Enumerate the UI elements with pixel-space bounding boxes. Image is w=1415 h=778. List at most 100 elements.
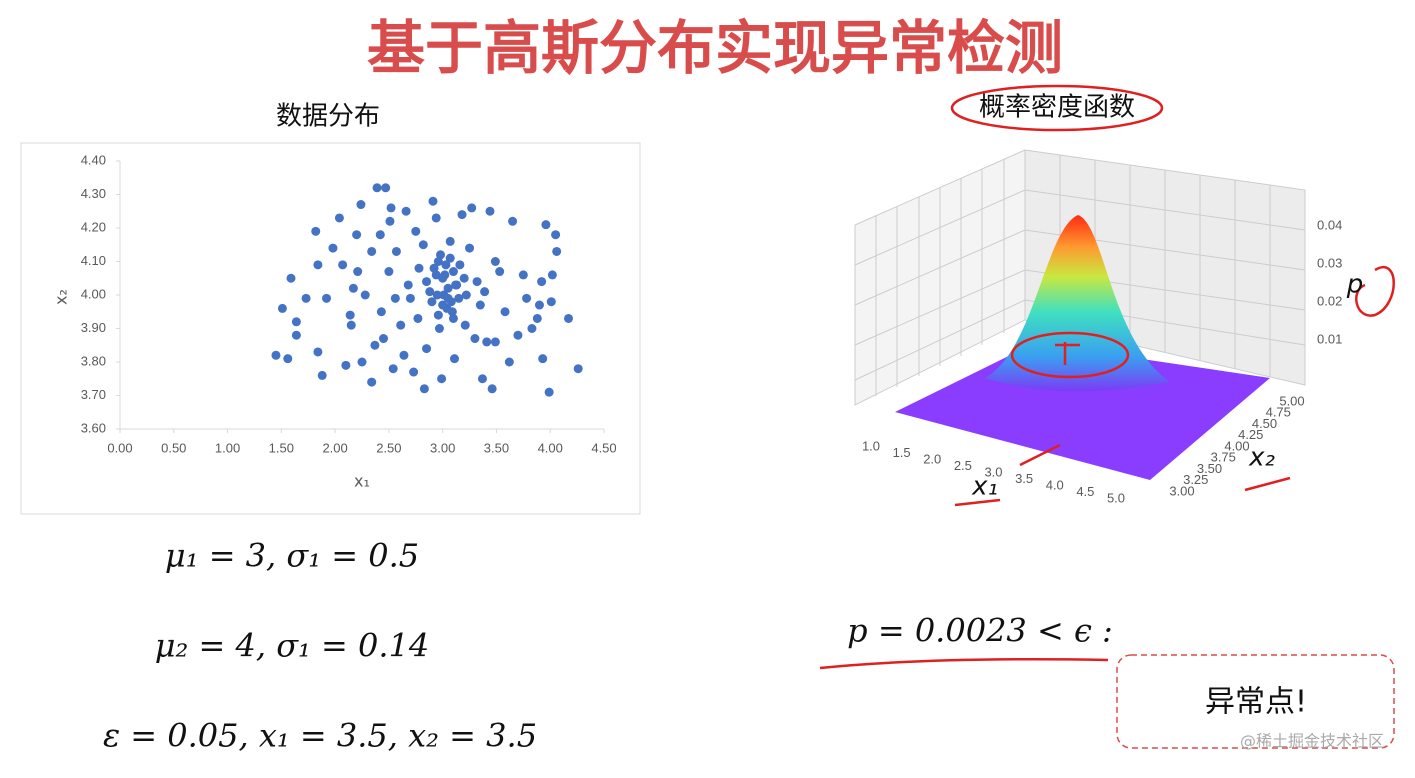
point <box>379 334 389 344</box>
chart-title: 概率密度函数 <box>979 93 1135 123</box>
point <box>551 230 561 240</box>
x-tick-label: 1.0 <box>862 438 880 453</box>
x-tick-label: 2.0 <box>923 451 941 466</box>
point <box>375 230 385 240</box>
point <box>334 213 344 223</box>
y-tick-label: 4.00 <box>81 286 106 301</box>
y-tick-label: 3.50 <box>1197 461 1222 476</box>
x-tick-label: 5.0 <box>1107 490 1125 505</box>
point <box>386 203 396 213</box>
point <box>445 253 455 263</box>
point <box>442 303 452 313</box>
point <box>467 203 477 213</box>
y-tick-label: 4.50 <box>1252 416 1277 431</box>
point <box>490 337 500 347</box>
x-axis-label: x₁ <box>971 472 998 502</box>
chart-title: 数据分布 <box>276 102 380 132</box>
point <box>419 384 429 394</box>
point <box>381 183 391 193</box>
point <box>385 216 395 226</box>
z-tick-label: 0.03 <box>1317 255 1342 270</box>
z-tick-label: 0.04 <box>1317 217 1342 232</box>
point <box>547 270 557 280</box>
point <box>346 320 356 330</box>
point <box>311 226 321 236</box>
point <box>441 260 451 270</box>
point <box>532 313 542 323</box>
point <box>477 374 487 384</box>
point <box>495 267 505 277</box>
point <box>414 263 424 273</box>
point <box>470 334 480 344</box>
point <box>527 324 537 333</box>
point <box>487 384 497 394</box>
x-tick-label: 0.50 <box>161 440 186 455</box>
point <box>353 267 363 277</box>
point <box>367 246 377 256</box>
point <box>370 340 380 350</box>
point <box>396 320 406 330</box>
point <box>522 293 532 303</box>
point <box>348 283 358 293</box>
point <box>271 350 281 360</box>
point <box>399 350 409 360</box>
point <box>425 287 435 297</box>
y-tick-label: 5.00 <box>1279 393 1304 408</box>
point <box>357 357 367 367</box>
point <box>376 307 386 317</box>
y-tick-label: 4.25 <box>1238 427 1263 442</box>
point <box>422 277 432 287</box>
x-axis-label: x₁ <box>354 472 370 491</box>
y-tick-label: 3.60 <box>81 420 106 435</box>
point <box>384 267 394 277</box>
result-label: 异常点! <box>1205 685 1307 720</box>
result-box <box>1116 654 1395 749</box>
point <box>338 260 348 270</box>
x-tick-label: 1.00 <box>215 440 240 455</box>
point <box>538 354 548 364</box>
result-formula: p = 0.0023 < ϵ : <box>847 612 1113 650</box>
point <box>356 200 366 210</box>
point <box>573 364 583 374</box>
point <box>439 290 449 300</box>
x-tick-label: 2.00 <box>322 440 347 455</box>
y-tick-label: 4.10 <box>81 253 106 268</box>
point <box>409 367 419 377</box>
point <box>422 344 432 354</box>
point <box>451 280 461 290</box>
x-tick-label: 4.5 <box>1076 484 1094 499</box>
point <box>352 230 362 240</box>
x-tick-label: 4.0 <box>1046 477 1064 492</box>
x-tick-label: 3.00 <box>430 440 455 455</box>
point <box>328 243 338 253</box>
point <box>436 250 446 260</box>
y-tick-label: 4.40 <box>81 152 106 167</box>
x-tick-label: 3.50 <box>484 440 509 455</box>
point <box>446 297 456 307</box>
z-tick-label: 0.01 <box>1317 331 1342 346</box>
point <box>317 370 327 380</box>
point <box>388 364 398 374</box>
point <box>390 293 400 303</box>
point <box>360 290 370 300</box>
point <box>448 313 458 323</box>
point <box>459 273 469 283</box>
y-tick-label: 4.30 <box>81 186 106 201</box>
y-tick-label: 4.20 <box>81 219 106 234</box>
point <box>472 277 482 287</box>
z-axis-label: p <box>1346 270 1364 300</box>
formula: μ₁ = 3, σ₁ = 0.5 <box>165 537 419 575</box>
point <box>431 213 441 223</box>
point <box>534 300 544 310</box>
point <box>465 243 475 253</box>
y-tick-label: 3.80 <box>81 353 106 368</box>
point <box>403 280 413 290</box>
point <box>313 347 323 357</box>
point <box>313 260 323 270</box>
point <box>301 293 311 303</box>
point <box>449 354 459 364</box>
point <box>445 236 455 246</box>
point <box>341 360 351 370</box>
point <box>413 313 423 323</box>
point <box>475 300 485 310</box>
